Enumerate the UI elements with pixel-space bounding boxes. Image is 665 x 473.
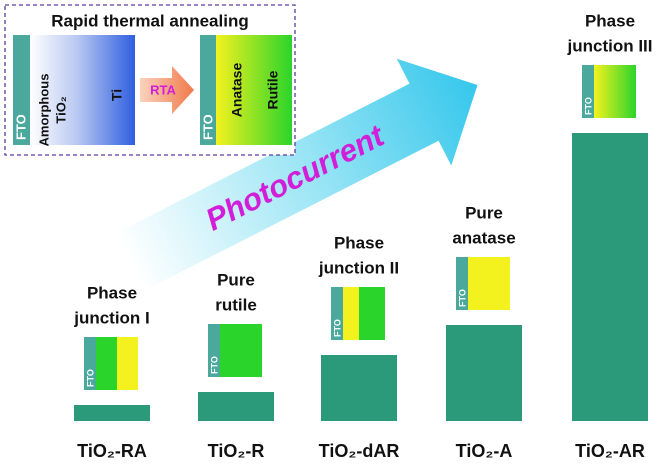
fto-label: FTO: [209, 356, 219, 374]
layer-label: Anatase: [229, 63, 245, 118]
layer: [96, 337, 117, 390]
layer: [220, 324, 262, 377]
fto-label: FTO: [332, 319, 342, 337]
junction-icon: FTO: [84, 337, 138, 390]
bar-annotation: junction III: [567, 36, 653, 55]
bar-annotation: Pure: [217, 270, 255, 289]
layer-label: Rutile: [265, 70, 281, 109]
layer-label: Ti: [109, 89, 125, 101]
inset-title: Rapid thermal annealing: [51, 11, 248, 30]
x-tick-label: TiO₂-R: [208, 441, 265, 461]
layer: [358, 287, 385, 340]
layer: [117, 337, 138, 390]
fto-label: FTO: [457, 289, 467, 307]
layer: [594, 65, 636, 118]
bar: [198, 392, 274, 421]
bar-annotation: Phase: [87, 283, 137, 302]
x-tick-label: TiO₂-RA: [77, 441, 147, 461]
fto-layer: [582, 65, 594, 118]
x-tick-label: TiO₂-A: [456, 441, 513, 461]
bar: [74, 405, 150, 421]
layer-label: TiO₂: [53, 96, 68, 123]
fto-layer: [456, 257, 468, 310]
bar: [321, 355, 397, 421]
junction-icon: FTO: [582, 65, 636, 118]
fto-label: FTO: [85, 369, 95, 387]
layer: [343, 287, 359, 340]
junction-icon: FTO: [331, 287, 385, 340]
fto-layer: [331, 287, 343, 340]
bar-annotation: Pure: [465, 203, 503, 222]
x-tick-label: TiO₂-dAR: [319, 441, 400, 461]
bar-annotation: junction I: [73, 308, 150, 327]
junction-icon: FTO: [208, 324, 262, 377]
fto-layer: [208, 324, 220, 377]
bar: [446, 325, 522, 421]
fto-label: FTO: [583, 97, 593, 115]
process-label: RTA: [150, 82, 176, 97]
layer-label: Amorphous: [36, 74, 51, 147]
fto-label: FTO: [200, 114, 215, 140]
layer: [468, 257, 510, 310]
fto-layer: [84, 337, 96, 390]
bar-annotation: rutile: [215, 295, 257, 314]
inset: Rapid thermal annealing FTO Amorphous Ti…: [4, 4, 296, 156]
x-tick-label: TiO₂-AR: [575, 441, 645, 461]
bar-annotation: anatase: [452, 228, 515, 247]
bar-annotation: Phase: [334, 233, 384, 252]
bar-annotation: Phase: [585, 11, 635, 30]
bar-annotation: junction II: [318, 258, 399, 277]
fto-label: FTO: [13, 114, 28, 140]
junction-icon: FTO: [456, 257, 510, 310]
bar: [572, 133, 648, 421]
